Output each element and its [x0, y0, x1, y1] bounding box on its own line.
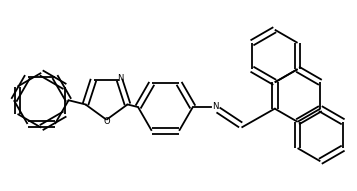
Text: N: N — [117, 74, 123, 83]
Text: N: N — [212, 102, 218, 111]
Text: O: O — [103, 117, 110, 126]
